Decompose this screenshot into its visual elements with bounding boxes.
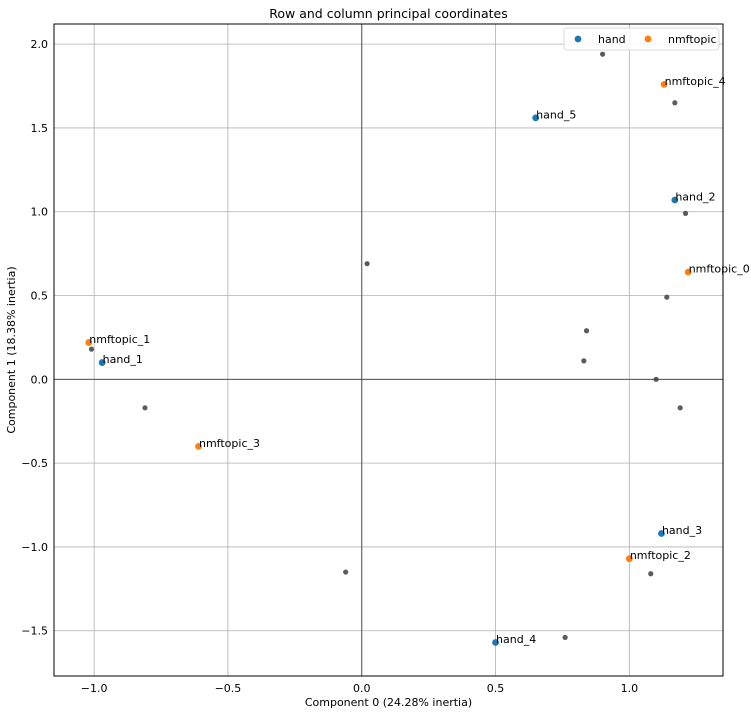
point-label: nmftopic_0 — [689, 263, 750, 276]
row-point — [88, 346, 95, 352]
y-tick-label: 0.5 — [31, 290, 49, 303]
legend-box — [563, 27, 720, 51]
point-label: hand_3 — [662, 524, 702, 537]
x-tick-label: 0.5 — [487, 682, 505, 695]
row-points — [88, 51, 689, 641]
row-point — [599, 51, 606, 57]
nmftopic-point — [660, 80, 668, 88]
legend: hand nmftopic — [563, 27, 720, 51]
nmftopic-point — [625, 555, 633, 563]
x-axis-ticks: −1.0 −0.5 0.0 0.5 1.0 — [81, 682, 638, 695]
row-point — [653, 376, 659, 382]
x-axis-label: Component 0 (24.28% inertia) — [305, 696, 472, 709]
y-axis-ticks: −1.5 −1.0 −0.5 0.0 0.5 1.0 1.5 2.0 — [21, 38, 48, 638]
point-labels: hand_1 hand_2 hand_3 hand_4 hand_5 nmftopic_0… — [89, 75, 749, 646]
nmftopic-legend-label: nmftopic — [668, 33, 717, 46]
point-label: hand_4 — [496, 633, 536, 646]
y-tick-label: 1.5 — [31, 122, 49, 135]
y-tick-label: 1.0 — [31, 206, 49, 219]
y-tick-label: −0.5 — [21, 457, 48, 470]
y-tick-label: −1.5 — [21, 625, 48, 638]
nmftopic-legend-marker — [644, 35, 652, 43]
row-point — [562, 634, 568, 641]
row-point — [343, 569, 349, 575]
hand-point — [658, 530, 665, 537]
nmftopic-point — [195, 442, 202, 450]
y-tick-label: 0.0 — [31, 373, 49, 386]
plot-frame — [53, 23, 724, 677]
row-point — [664, 294, 670, 300]
grid-lines — [54, 24, 723, 676]
hand-point — [671, 196, 679, 204]
row-point — [364, 261, 370, 267]
row-point — [672, 100, 678, 106]
row-point — [677, 405, 683, 411]
zero-reference-lines — [54, 24, 723, 676]
row-point — [682, 210, 689, 216]
x-tick-label: −1.0 — [81, 682, 108, 695]
point-label: nmftopic_1 — [89, 333, 150, 346]
chart-title: Row and column principal coordinates — [269, 6, 507, 21]
y-tick-label: −1.0 — [21, 541, 48, 554]
nmftopic-point — [85, 339, 93, 346]
point-label: hand_5 — [536, 108, 576, 121]
hand-point — [98, 359, 106, 366]
x-tick-label: 0.0 — [353, 682, 371, 695]
nmftopic-point — [684, 268, 692, 276]
x-tick-label: 1.0 — [621, 682, 639, 695]
row-point — [581, 358, 587, 364]
series-points — [85, 80, 692, 646]
row-point — [142, 405, 148, 411]
point-label: hand_2 — [675, 190, 715, 203]
point-label: nmftopic_2 — [630, 549, 691, 562]
hand-legend-marker — [574, 35, 582, 43]
y-tick-label: 2.0 — [31, 38, 49, 51]
row-point — [648, 571, 654, 577]
row-point — [583, 328, 590, 334]
hand-legend-label: hand — [598, 33, 626, 46]
y-axis-label: Component 1 (18.38% inertia) — [5, 266, 18, 433]
hand-point — [492, 639, 499, 646]
point-label: nmftopic_3 — [199, 437, 260, 450]
hand-point — [532, 114, 540, 122]
point-label: nmftopic_4 — [665, 75, 726, 88]
point-label: hand_1 — [103, 353, 143, 366]
x-tick-label: −0.5 — [215, 682, 242, 695]
